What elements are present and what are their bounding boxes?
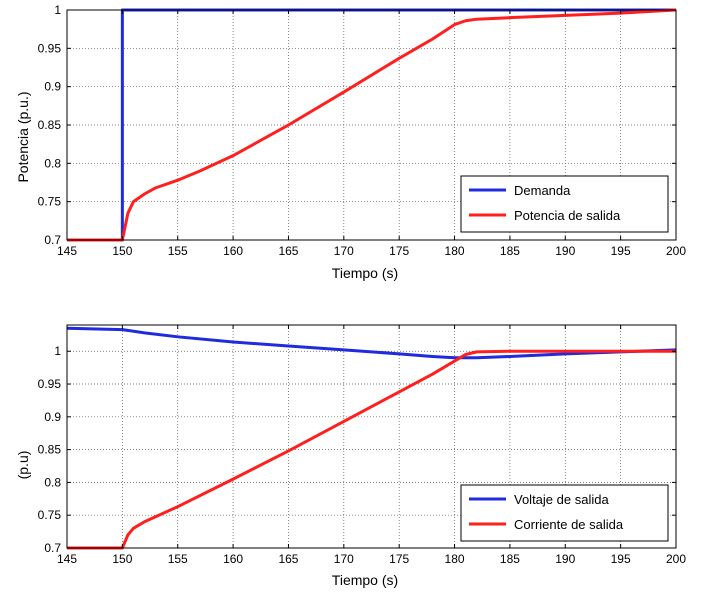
x-tick-label: 160: [223, 552, 243, 566]
x-tick-label: 160: [223, 244, 243, 258]
x-tick-label: 180: [445, 552, 465, 566]
x-tick-label: 150: [112, 244, 132, 258]
y-tick-label: 0.75: [38, 508, 62, 522]
y-tick-label: 0.95: [38, 377, 62, 391]
series-line-blue: [66, 326, 677, 360]
y-tick-label: 1: [54, 344, 61, 358]
x-tick-label: 150: [112, 552, 132, 566]
x-tick-label: 175: [389, 552, 409, 566]
x-tick-label: 170: [334, 552, 354, 566]
x-tick-label: 155: [168, 244, 188, 258]
legend-box: [460, 175, 669, 233]
y-tick-label: 0.8: [44, 475, 61, 489]
y-tick-label: 0.9: [44, 410, 61, 424]
top-chart-xlabel: Tiempo (s): [332, 265, 398, 281]
y-tick-label: 0.7: [44, 541, 61, 555]
x-tick-label: 185: [500, 244, 520, 258]
y-tick-label: 0.9: [44, 80, 61, 94]
axes-frame: [66, 324, 677, 549]
bottom-chart: (p.u) Tiempo (s) 145 150 155 160 165 170 175 18…: [15, 324, 686, 588]
y-tick-label: 0.7: [44, 233, 61, 247]
x-tick-label: 155: [168, 552, 188, 566]
y-tick-label: 1: [54, 3, 61, 17]
legend-label: Potencia de salida: [514, 208, 621, 223]
y-tick-label: 0.85: [38, 443, 62, 457]
legend-label: Voltaje de salida: [514, 492, 609, 507]
bottom-chart-ylabel: (p.u): [15, 451, 31, 480]
x-tick-label: 190: [555, 552, 575, 566]
x-tick-label: 190: [555, 244, 575, 258]
series-line-red: [67, 8, 677, 242]
top-chart-ylabel: Potencia (p.u.): [15, 91, 31, 182]
x-tick-label: 145: [57, 244, 77, 258]
x-tick-label: 165: [278, 552, 298, 566]
x-tick-label: 195: [611, 244, 631, 258]
legend-label: Corriente de salida: [514, 517, 624, 532]
x-tick-label: 165: [278, 244, 298, 258]
x-tick-label: 195: [611, 552, 631, 566]
x-tick-label: 200: [666, 552, 686, 566]
y-tick-label: 0.95: [38, 41, 62, 55]
legend-box: [460, 484, 669, 542]
x-tick-label: 180: [445, 244, 465, 258]
bottom-chart-xlabel: Tiempo (s): [332, 572, 398, 588]
x-tick-label: 200: [666, 244, 686, 258]
x-tick-label: 170: [334, 244, 354, 258]
x-tick-label: 185: [500, 552, 520, 566]
x-tick-label: 145: [57, 552, 77, 566]
top-chart: Potencia (p.u.) Tiempo (s) 145 150 155 160 1…: [15, 3, 686, 281]
legend-label: Demanda: [514, 183, 571, 198]
x-tick-label: 175: [389, 244, 409, 258]
y-tick-label: 0.75: [38, 195, 62, 209]
series-line-red: [67, 349, 676, 550]
y-tick-label: 0.85: [38, 118, 62, 132]
y-tick-label: 0.8: [44, 156, 61, 170]
